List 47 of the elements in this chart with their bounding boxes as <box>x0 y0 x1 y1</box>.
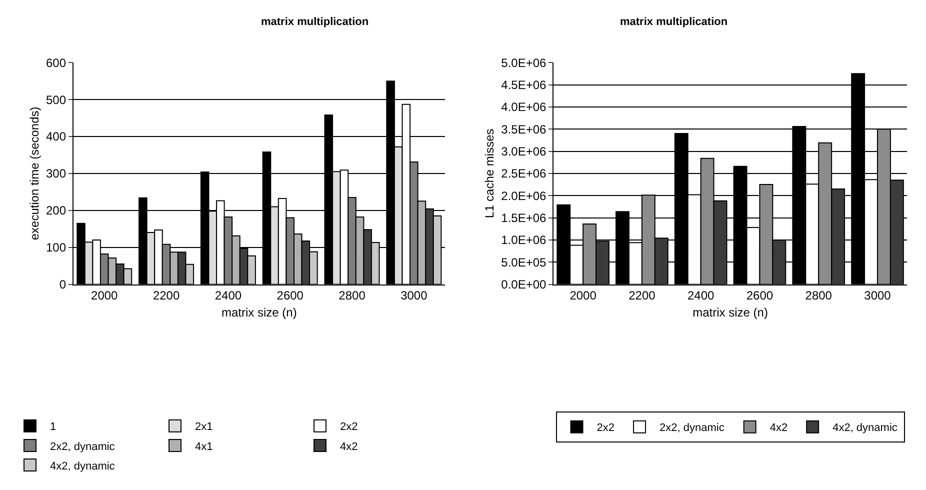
x-tick-label: 3000 <box>400 288 428 303</box>
y-axis-title: L1 cache misses <box>482 128 496 218</box>
legend-label: 4x2 <box>340 440 358 453</box>
y-tick-label: 2.0E+06 <box>501 188 547 203</box>
y-tick-label: 4.0E+06 <box>501 100 547 114</box>
y-tick-label: 0 <box>59 277 66 292</box>
legend-label: 2x2, dynamic <box>50 440 116 453</box>
y-tick-label: 1.5E+06 <box>501 210 547 225</box>
x-tick-label: 2000 <box>91 288 118 303</box>
legend-label: 1 <box>50 421 56 434</box>
y-tick-label: 1.0E+06 <box>501 233 547 248</box>
x-tick-label: 2200 <box>152 288 180 303</box>
legend-label: 4x2, dynamic <box>832 422 898 434</box>
x-tick-label: 2600 <box>276 288 304 303</box>
y-tick-label: 3.0E+06 <box>501 144 547 158</box>
y-tick-label: 400 <box>46 130 66 144</box>
x-tick-label: 2200 <box>628 288 656 303</box>
legend-label: 2x1 <box>195 421 213 434</box>
legend-label: 2x2 <box>340 421 358 434</box>
legend-label: 4x2, dynamic <box>50 460 116 472</box>
legend-label: 2x2 <box>596 422 615 434</box>
y-tick-label: 600 <box>46 56 66 70</box>
x-tick-label: 3000 <box>864 288 892 303</box>
x-tick-label: 2000 <box>570 288 597 303</box>
x-tick-label: 2800 <box>805 288 832 303</box>
x-axis-title: matrix size (n) <box>692 306 768 320</box>
x-tick-label: 2600 <box>746 288 774 303</box>
y-axis-title: execution time (seconds) <box>27 106 42 240</box>
y-tick-label: 500 <box>46 92 66 107</box>
y-tick-label: 0.0E+00 <box>501 277 547 292</box>
x-tick-label: 2800 <box>338 288 366 303</box>
y-tick-label: 200 <box>46 204 66 218</box>
chart-title: matrix multiplication <box>261 16 369 28</box>
legend-label: 2x2, dynamic <box>660 422 725 434</box>
y-tick-label: 300 <box>46 166 66 181</box>
y-tick-label: 2.5E+06 <box>501 166 547 181</box>
x-tick-label: 2400 <box>687 288 714 303</box>
legend-label: 4x2 <box>770 422 788 434</box>
x-tick-label: 2400 <box>214 288 242 303</box>
y-tick-label: 5.0E+05 <box>501 255 547 270</box>
legend-label: 4x1 <box>195 440 213 453</box>
y-tick-label: 4.5E+06 <box>501 78 547 92</box>
chart-title: matrix multiplication <box>620 16 728 28</box>
y-tick-label: 5.0E+06 <box>501 56 547 70</box>
y-tick-label: 100 <box>46 240 66 255</box>
y-tick-label: 3.5E+06 <box>501 122 547 136</box>
x-axis-title: matrix size (n) <box>221 306 297 320</box>
